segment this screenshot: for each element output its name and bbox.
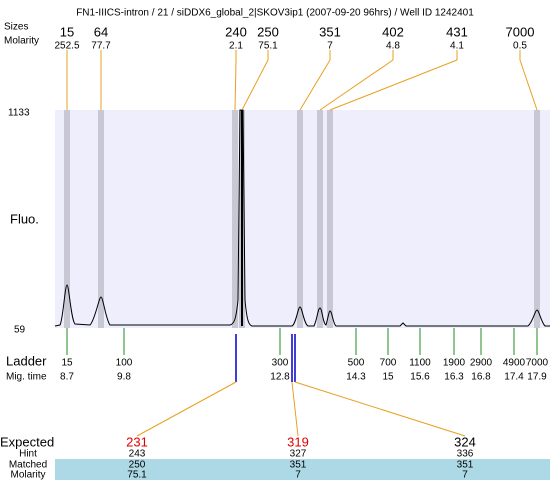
top-molarity: 7 [327, 41, 333, 52]
ladder-time: 12.8 [270, 372, 290, 383]
ladder-size: 4900 [503, 358, 526, 369]
peak-band [317, 110, 323, 328]
top-molarity: 0.5 [513, 41, 527, 52]
ladder-size: 300 [272, 358, 289, 369]
ladder-time: 17.9 [527, 372, 547, 383]
expected-label: Expected [0, 434, 54, 449]
top-molarity: 252.5 [54, 41, 79, 52]
top-size: 240 [225, 24, 247, 39]
peak-connector [234, 59, 237, 111]
match-connector [136, 381, 237, 437]
matched-size: 351 [290, 460, 307, 471]
top-size: 402 [382, 24, 404, 39]
mig-time-label: Mig. time [6, 372, 47, 383]
ladder-time: 16.8 [471, 372, 491, 383]
ladder-label: Ladder [6, 353, 47, 368]
ladder-size: 1100 [409, 358, 431, 369]
peak-band [534, 110, 540, 328]
y-axis-label: Fluo. [10, 211, 39, 226]
top-size: 250 [257, 24, 279, 39]
top-size: 351 [319, 24, 341, 39]
hint-size: 336 [457, 449, 474, 460]
peak-connector [299, 59, 331, 111]
ladder-size: 15 [61, 358, 73, 369]
expected-size: 231 [126, 434, 148, 449]
ladder-time: 9.8 [117, 372, 131, 383]
hint-size: 243 [129, 449, 146, 460]
top-molarity: 2.1 [229, 41, 243, 52]
ladder-time: 17.4 [504, 372, 524, 383]
peak-band [98, 110, 104, 328]
size-label: Sizes [4, 22, 28, 33]
peak-connector [319, 59, 394, 111]
matched-size: 250 [129, 460, 146, 471]
ladder-size: 500 [348, 358, 365, 369]
ladder-size: 2900 [470, 358, 493, 369]
matched-molarity: 7 [295, 470, 301, 480]
matched-label: Matched [9, 460, 47, 471]
top-size: 7000 [506, 24, 535, 39]
peak-band [232, 110, 238, 328]
ladder-size: 700 [380, 358, 397, 369]
peak-connector [519, 59, 538, 111]
molarity-label: Molarity [4, 36, 39, 47]
main-peak [241, 110, 243, 326]
peak-band [327, 110, 333, 328]
top-molarity: 4.1 [450, 41, 464, 52]
y-min-label: 59 [14, 325, 26, 336]
peak-band [297, 110, 303, 328]
matched-molarity: 7 [462, 470, 468, 480]
match-connector [291, 381, 299, 437]
peak-connector [241, 59, 269, 111]
ladder-time: 8.7 [60, 372, 74, 383]
matched-band [55, 459, 550, 480]
top-molarity: 75.1 [258, 41, 278, 52]
ladder-time: 16.3 [444, 372, 464, 383]
top-size: 64 [94, 24, 108, 39]
match-connector [294, 381, 466, 437]
hint-size: 327 [290, 449, 307, 460]
ladder-time: 15.6 [410, 372, 430, 383]
ladder-size: 1900 [443, 358, 466, 369]
top-size: 431 [446, 24, 468, 39]
peak-connector [329, 59, 458, 111]
matched-size: 351 [457, 460, 474, 471]
top-molarity: 4.8 [386, 41, 400, 52]
ladder-size: 100 [116, 358, 133, 369]
ladder-size: 7000 [526, 358, 549, 369]
hint-label: Hint [19, 449, 37, 460]
trace [54, 109, 550, 327]
matched-molarity: 75.1 [127, 470, 147, 480]
y-max-label: 1133 [8, 108, 30, 119]
expected-size: 324 [454, 434, 476, 449]
peak-band [64, 110, 70, 328]
top-molarity: 77.7 [91, 41, 111, 52]
top-size: 15 [60, 24, 74, 39]
title: FN1-IIICS-intron / 21 / siDDX6_global_2|… [76, 8, 474, 19]
ladder-time: 15 [382, 372, 394, 383]
expected-size: 319 [287, 434, 309, 449]
ladder-time: 14.3 [346, 372, 366, 383]
expected-molarity-label: Molarity [10, 470, 45, 480]
